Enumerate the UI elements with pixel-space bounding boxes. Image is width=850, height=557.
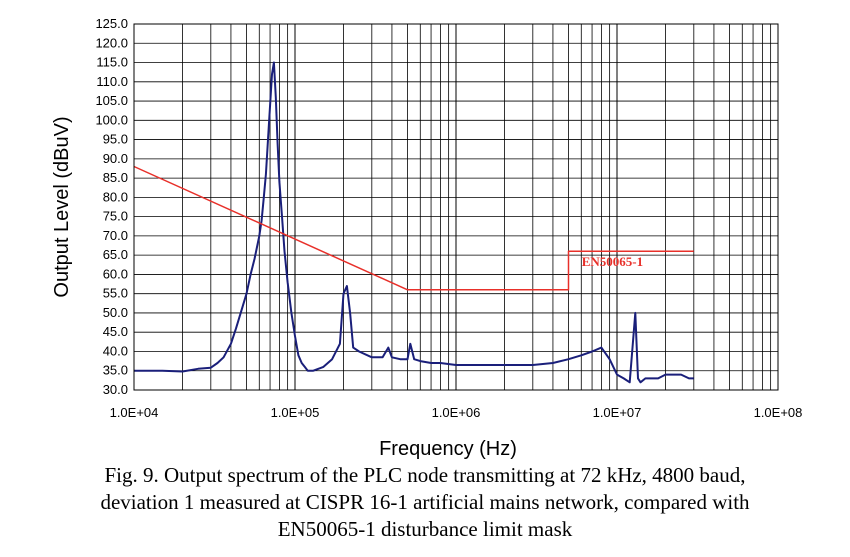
limit-mask-series-line — [133, 165, 694, 291]
y-tick-label: 75.0 — [103, 209, 128, 224]
y-axis-title: Output Level (dBuV) — [51, 116, 73, 297]
caption-line-2: deviation 1 measured at CISPR 16-1 artif… — [100, 490, 750, 514]
caption-line-1: Fig. 9. Output spectrum of the PLC node … — [104, 463, 746, 487]
y-tick-label: 50.0 — [103, 305, 128, 320]
y-tick-label: 100.0 — [95, 112, 128, 127]
y-tick-label: 125.0 — [95, 16, 128, 31]
series-layer — [133, 61, 694, 384]
x-tick-label: 1.0E+04 — [110, 405, 159, 420]
x-axis-ticks: 1.0E+04 1.0E+05 1.0E+06 1.0E+07 1.0E+08 — [110, 405, 803, 420]
y-tick-label: 80.0 — [103, 189, 128, 204]
y-tick-label: 115.0 — [96, 55, 128, 70]
y-tick-label: 105.0 — [95, 93, 128, 108]
caption-line-3: EN50065-1 disturbance limit mask — [277, 517, 573, 541]
x-axis-title: Frequency (Hz) — [379, 438, 517, 460]
y-tick-label: 45.0 — [103, 324, 128, 339]
y-tick-label: 85.0 — [103, 170, 128, 185]
y-tick-label: 35.0 — [103, 363, 128, 378]
y-tick-label: 110.0 — [96, 74, 128, 89]
x-tick-label: 1.0E+06 — [432, 405, 481, 420]
y-tick-label: 70.0 — [103, 228, 128, 243]
y-tick-label: 90.0 — [103, 151, 128, 166]
y-tick-label: 65.0 — [103, 247, 128, 262]
x-tick-label: 1.0E+08 — [754, 405, 803, 420]
y-axis-ticks: 30.0 35.0 40.0 45.0 50.0 55.0 60.0 65.0 70.0 75.0… — [95, 16, 128, 397]
chart: 30.0 35.0 40.0 45.0 50.0 55.0 60.0 65.0 70.0 75.0… — [51, 16, 803, 460]
figure-caption: Fig. 9. Output spectrum of the PLC node … — [0, 462, 850, 543]
y-tick-label: 120.0 — [95, 35, 128, 50]
x-tick-label: 1.0E+07 — [593, 405, 642, 420]
y-tick-label: 30.0 — [103, 382, 128, 397]
y-tick-label: 40.0 — [103, 343, 128, 358]
y-tick-label: 55.0 — [103, 286, 128, 301]
limit-mask-label: EN50065-1 — [582, 254, 643, 269]
plot-frame — [133, 23, 779, 391]
y-tick-label: 95.0 — [103, 132, 128, 147]
x-tick-label: 1.0E+05 — [271, 405, 320, 420]
y-tick-label: 60.0 — [103, 266, 128, 281]
grid — [133, 23, 778, 391]
spectrum-series-line — [134, 61, 694, 384]
